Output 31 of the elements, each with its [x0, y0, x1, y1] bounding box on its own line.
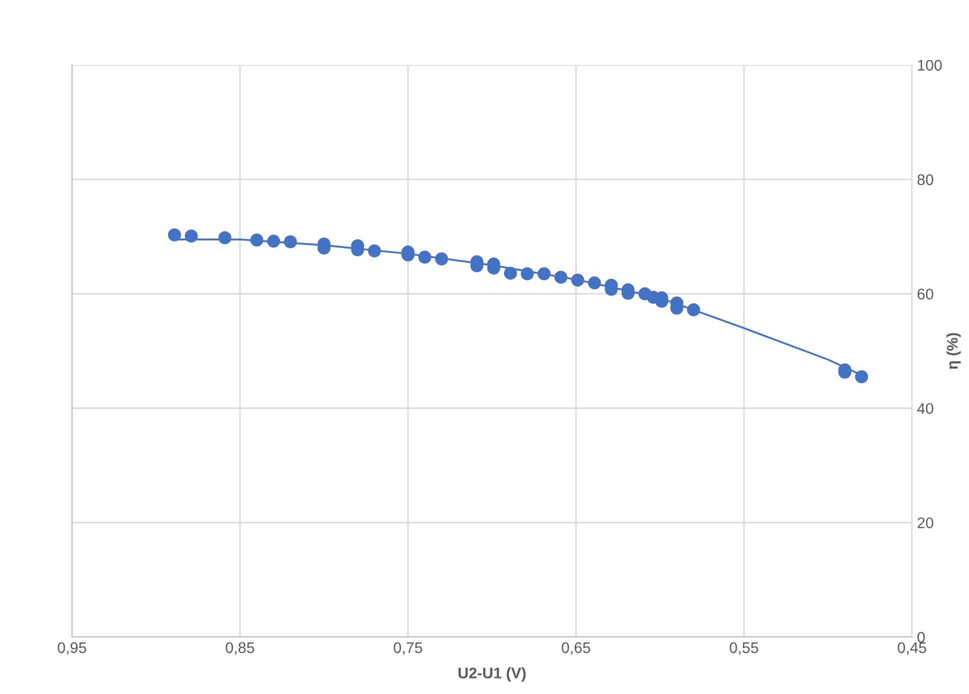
y-tick-label: 0	[917, 632, 925, 643]
y-tick-label: 20	[918, 517, 934, 528]
point	[168, 228, 181, 242]
point	[250, 234, 264, 247]
point	[538, 267, 551, 280]
x-tick-label: 0,55	[730, 642, 758, 655]
x-tick-label: 0,85	[226, 642, 254, 655]
x-tick-label: 0,45	[898, 642, 926, 655]
point	[571, 274, 584, 287]
point	[855, 370, 868, 384]
point	[184, 230, 198, 243]
y-tick-label: 40	[917, 403, 934, 414]
point	[588, 276, 601, 290]
x-tick-label: 0,75	[394, 642, 422, 655]
y-tick-label: 100	[918, 60, 942, 71]
y-tick-label: 60	[918, 288, 934, 300]
point	[435, 252, 448, 266]
point	[418, 250, 432, 264]
point	[218, 231, 232, 244]
point	[687, 303, 700, 316]
point	[267, 234, 280, 248]
x-tick-label: 0,95	[58, 642, 86, 655]
point	[504, 266, 517, 280]
point	[368, 244, 381, 258]
point	[284, 235, 297, 248]
y-axis-title: η (%)	[946, 333, 961, 369]
point	[554, 270, 568, 284]
x-axis-title: U2-U1 (V)	[458, 667, 526, 682]
x-tick-label: 0,65	[562, 642, 590, 655]
y-tick-label: 80	[918, 174, 934, 186]
point	[520, 267, 534, 280]
